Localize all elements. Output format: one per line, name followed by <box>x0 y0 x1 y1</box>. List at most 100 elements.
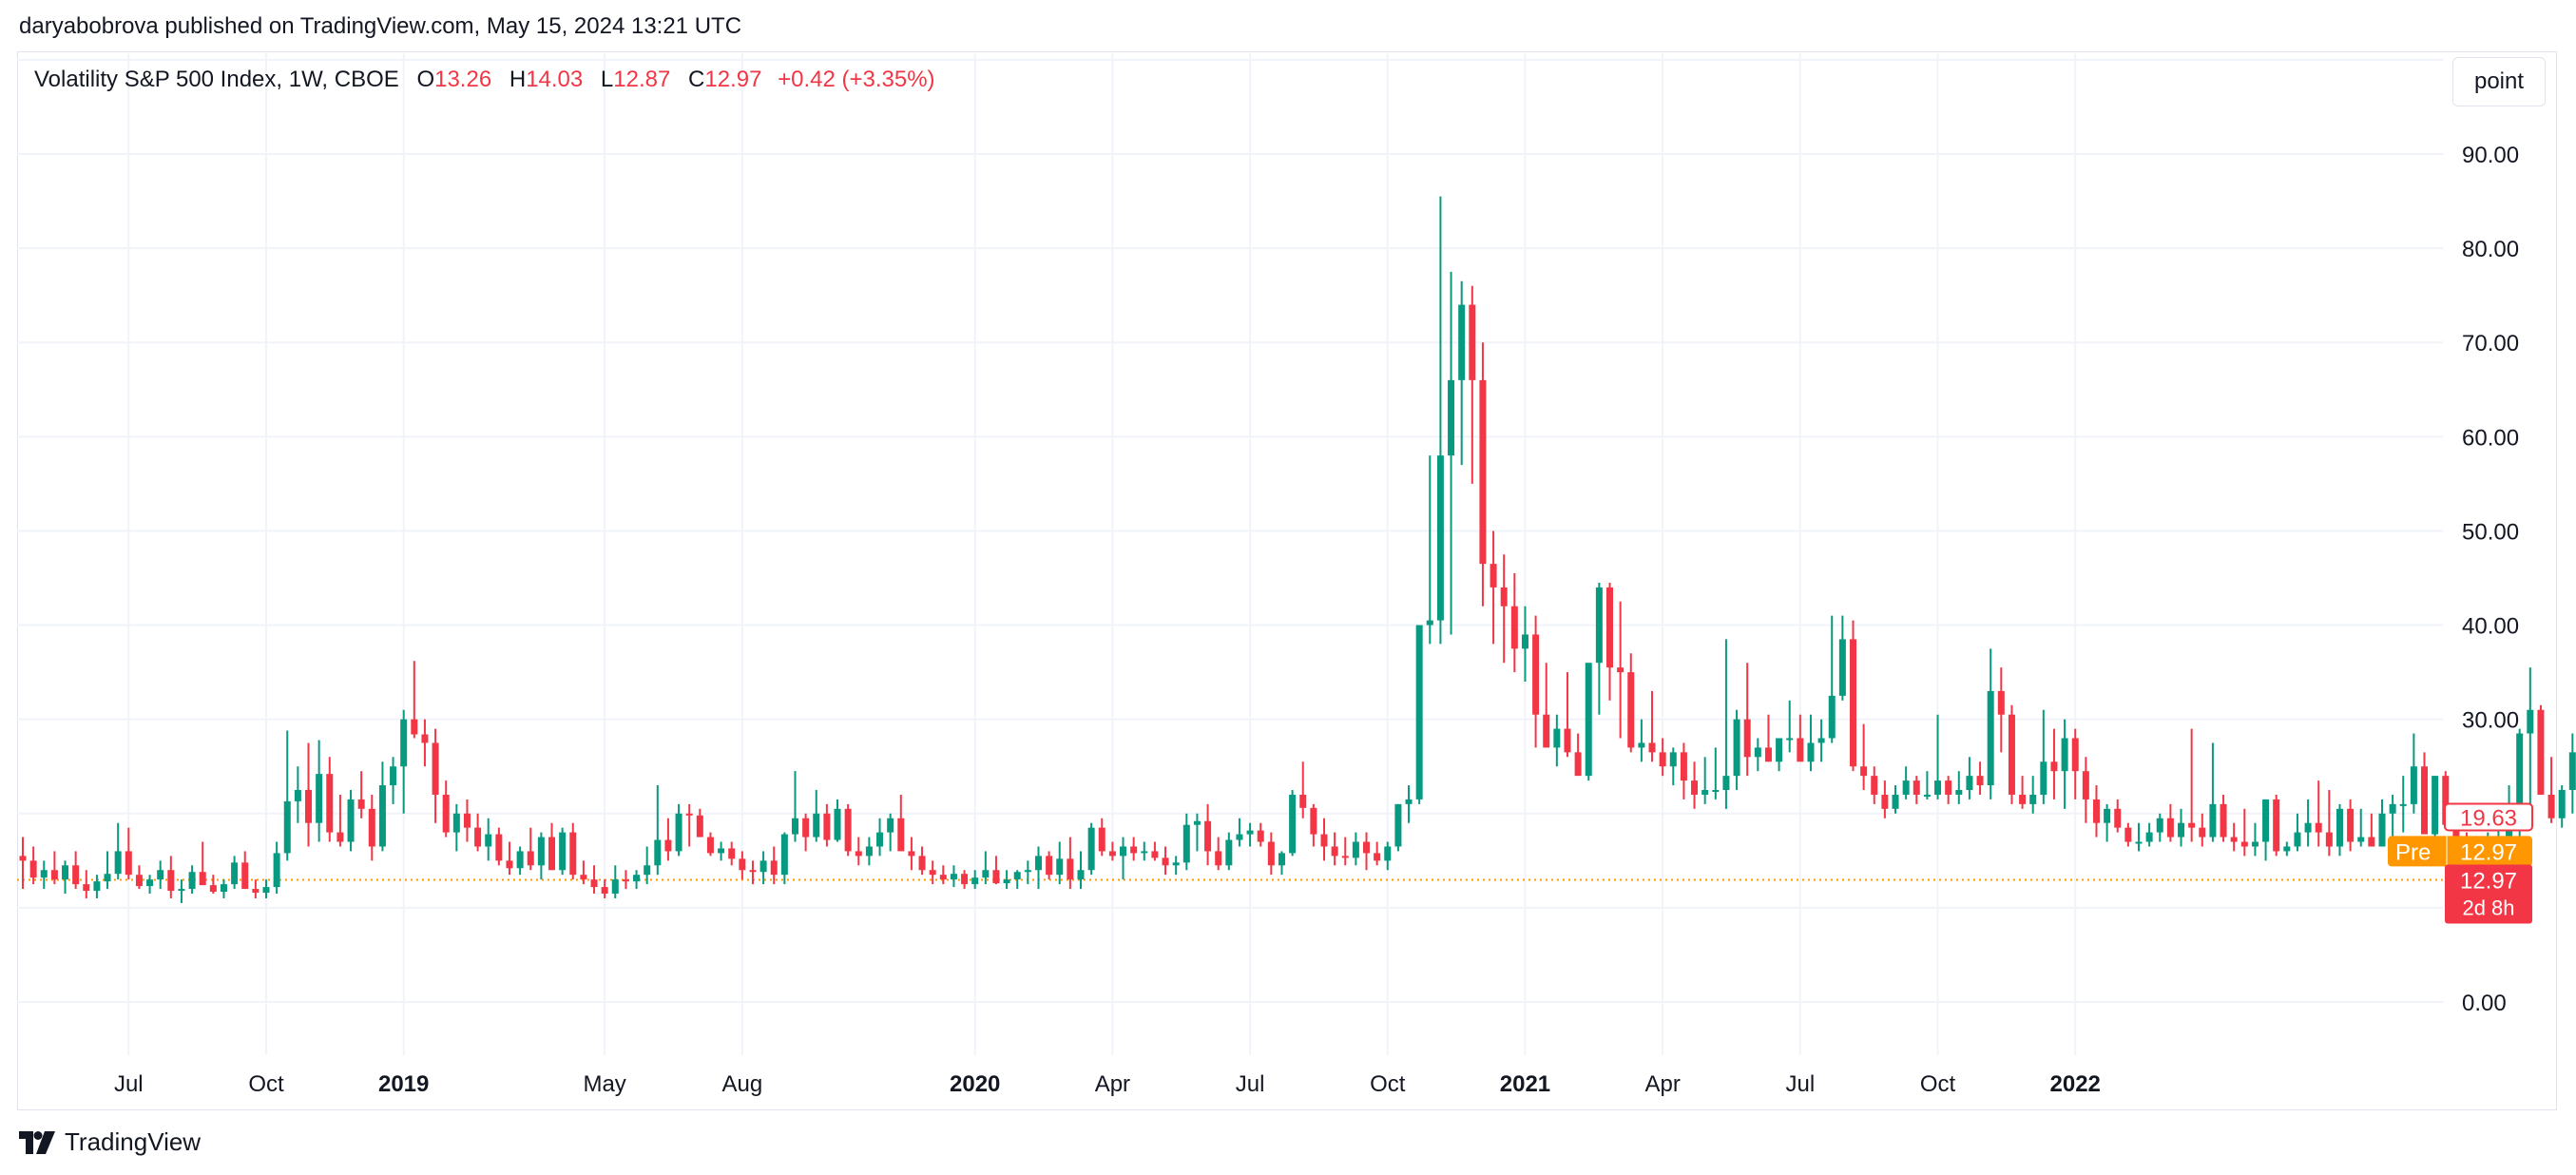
candle-body <box>2547 794 2555 819</box>
candle-body <box>104 874 111 882</box>
candle-body <box>791 818 798 835</box>
candle-body <box>1553 728 1561 748</box>
candle-body <box>336 832 344 842</box>
candle-body <box>1585 663 1592 777</box>
candle-body <box>178 889 185 892</box>
candle-body <box>1797 738 1804 762</box>
candle-body <box>1046 856 1053 876</box>
candle-body <box>2008 714 2015 795</box>
bar-countdown-label: 2d 8h <box>2462 896 2514 919</box>
candle-body <box>326 774 334 833</box>
candle-body <box>950 874 957 880</box>
candle-body <box>2188 822 2196 828</box>
candle-body <box>759 860 767 873</box>
candle-body <box>2220 803 2227 838</box>
candle-body <box>1574 752 1582 777</box>
candle-body <box>1151 851 1159 858</box>
candle-body <box>1712 790 1720 792</box>
candle-body <box>939 875 947 880</box>
pre-market-tag: Pre <box>2395 839 2431 865</box>
candle-body <box>2061 738 2068 772</box>
current-price-label: 12.97 <box>2460 868 2517 894</box>
candle-body <box>654 839 662 866</box>
candle-body <box>1606 587 1613 668</box>
x-tick-label: 2021 <box>1500 1071 1550 1097</box>
candle-body <box>125 851 132 876</box>
candle-body <box>527 851 534 866</box>
candle-body <box>1871 776 1878 795</box>
candle-body <box>452 813 460 833</box>
candle-body <box>749 870 757 873</box>
candle-body <box>813 813 820 838</box>
candle-body <box>1807 742 1815 762</box>
candlestick-chart[interactable]: Jul Oct 2019 May Aug 2020 Apr Jul Oct 2021 Apr Jul O… <box>0 0 2576 1122</box>
candle-body <box>1087 827 1095 871</box>
candle-body <box>2230 837 2238 842</box>
candle-body <box>2304 822 2312 833</box>
candle-body <box>1659 752 1666 767</box>
candle-body <box>2378 813 2386 847</box>
price-unit-button[interactable]: point <box>2452 57 2546 106</box>
candle-body <box>644 865 651 876</box>
candle-body <box>1669 752 1677 767</box>
candle-body <box>2124 827 2132 842</box>
candle-body <box>62 865 69 880</box>
candle-body <box>2325 832 2333 847</box>
candle-body <box>485 834 492 847</box>
candle-body <box>1162 857 1169 866</box>
candle-body <box>685 813 693 816</box>
footer-brand[interactable]: TradingView <box>19 1127 201 1157</box>
candle-body <box>929 870 936 876</box>
candle-body <box>378 785 386 847</box>
candle-body <box>780 834 788 876</box>
candle-body <box>1945 780 1952 795</box>
candle-body <box>1817 738 1825 743</box>
candle-body <box>1754 747 1761 758</box>
candle-body <box>1828 695 1836 739</box>
candle-body <box>1564 728 1571 753</box>
candle-body <box>1341 856 1349 858</box>
candle-body <box>2019 794 2027 804</box>
y-tick-label: 50.00 <box>2462 519 2519 545</box>
candle-body <box>2283 846 2291 852</box>
candle-body <box>2178 822 2185 838</box>
candle-body <box>770 860 778 876</box>
candle-body <box>262 887 270 894</box>
x-tick-label: Jul <box>114 1071 144 1097</box>
last-price-label: 19.63 <box>2460 805 2517 831</box>
candle-body <box>696 815 703 838</box>
candle-body <box>590 879 598 888</box>
candle-body <box>1363 841 1371 854</box>
candle-body <box>2315 822 2322 833</box>
candle-body <box>1193 820 1201 825</box>
x-tick-label: Jul <box>1236 1071 1265 1097</box>
candle-body <box>400 719 408 767</box>
current-price-label-box <box>2445 864 2532 924</box>
candle-body <box>50 870 58 880</box>
y-tick-label: 0.00 <box>2462 991 2507 1016</box>
candle-body <box>2262 799 2270 842</box>
candle-body <box>1881 794 1889 809</box>
candle-body <box>1394 803 1402 847</box>
candle-body <box>231 862 239 885</box>
candle-body <box>495 834 503 861</box>
legend-close-label: C <box>688 67 705 92</box>
candle-body <box>1543 714 1550 748</box>
candle-body <box>1215 851 1222 866</box>
candle-body <box>2114 808 2122 828</box>
candle-body <box>1722 776 1730 790</box>
candle-body <box>1384 846 1392 861</box>
candle-body <box>1913 780 1920 795</box>
candle-body <box>1426 620 1433 626</box>
candle-body <box>2368 837 2375 847</box>
candle-body <box>114 851 122 875</box>
candle-body <box>601 887 608 895</box>
candle-body <box>1479 379 1487 565</box>
candle-body <box>2092 799 2100 823</box>
candle-body <box>1331 846 1338 857</box>
candle-body <box>1436 455 1444 621</box>
candle-body <box>1638 742 1645 748</box>
candle-body <box>421 734 429 743</box>
candle-body <box>1405 799 1413 804</box>
candle-body <box>1764 747 1772 762</box>
